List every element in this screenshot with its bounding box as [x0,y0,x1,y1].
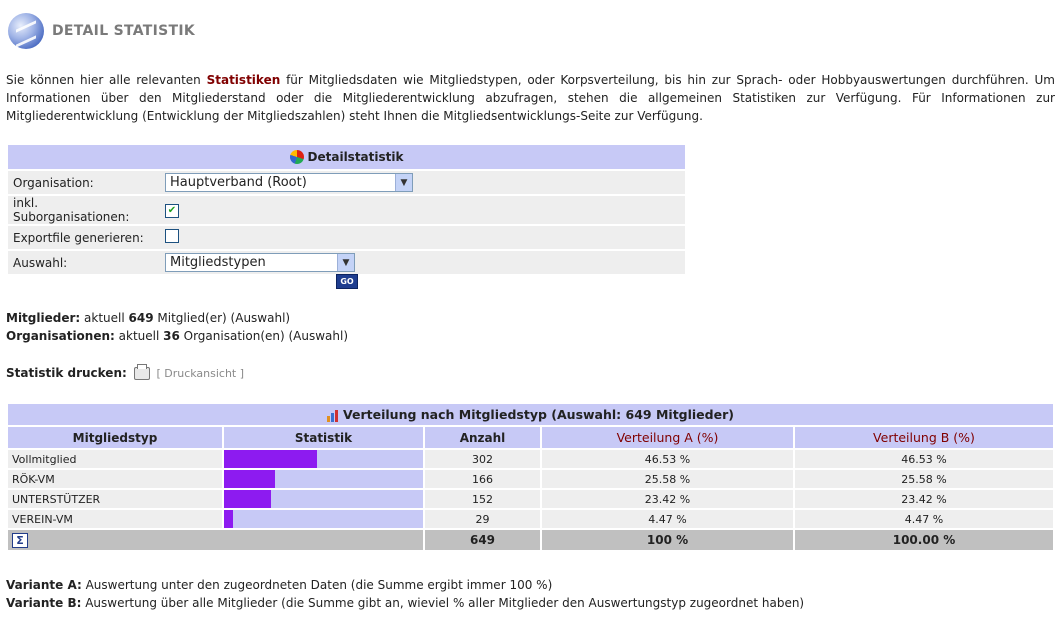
header-verteilung-a: Verteilung A (%) [540,425,794,449]
suborg-label: inkl. Suborganisationen: [8,194,160,225]
table-row: VEREIN-VM 29 4.47 % 4.47 % [8,508,1053,529]
row-verteilung-b: 25.58 % [793,468,1053,489]
distribution-table: Verteilung nach Mitgliedstyp (Auswahl: 6… [8,404,1053,550]
bar-fill [224,470,275,488]
bar-track [224,470,423,488]
export-checkbox[interactable] [165,229,179,243]
header-mitgliedstyp: Mitgliedstyp [8,425,223,449]
print-row: Statistik drucken: [ Druckansicht ] [6,364,245,380]
row-type: UNTERSTÜTZER [8,488,223,509]
intro-keyword: Statistiken [206,73,281,87]
printer-icon[interactable] [133,364,150,380]
table-row: UNTERSTÜTZER 152 23.42 % 23.42 % [8,488,1053,509]
row-verteilung-b: 46.53 % [793,448,1053,469]
bar-fill [224,490,271,508]
bar-track [224,450,423,468]
row-type: VEREIN-VM [8,508,223,529]
auswahl-select[interactable]: Mitgliedstypen ▼ [165,253,355,272]
row-count: 152 [423,488,541,509]
row-bar-cell [222,508,424,529]
sigma-icon[interactable]: Σ [12,532,28,548]
print-view-link[interactable]: [ Druckansicht ] [156,367,245,380]
row-type: Vollmitglied [8,448,223,469]
table-caption: Verteilung nach Mitgliedstyp (Auswahl: 6… [8,404,1053,426]
footnote-a: Variante A: Auswertung unter den zugeord… [6,578,553,592]
row-verteilung-a: 25.58 % [540,468,794,489]
sum-count: 649 [423,528,541,550]
auswahl-label: Auswahl: [8,249,160,274]
mitglieder-summary: Mitglieder: aktuell 649 Mitglied(er) (Au… [6,311,291,325]
row-count: 166 [423,468,541,489]
row-verteilung-a: 4.47 % [540,508,794,529]
detail-statistik-form: Detailstatistik Organisation: Hauptverba… [8,145,685,274]
organisation-select[interactable]: Hauptverband (Root) ▼ [165,173,413,192]
export-label: Exportfile generieren: [8,224,160,250]
header-anzahl: Anzahl [423,425,541,449]
row-verteilung-b: 23.42 % [793,488,1053,509]
row-type: RÖK-VM [8,468,223,489]
header-statistik: Statistik [222,425,424,449]
bar-fill [224,510,233,528]
chevron-down-icon[interactable]: ▼ [337,254,354,271]
row-bar-cell [222,448,424,469]
bar-track [224,490,423,508]
organisationen-summary: Organisationen: aktuell 36 Organisation(… [6,329,349,343]
statistics-icon [289,150,304,165]
bar-fill [224,450,317,468]
sum-a: 100 % [540,528,794,550]
chevron-down-icon[interactable]: ▼ [395,174,412,191]
go-button[interactable]: GO [336,274,358,289]
organisation-label: Organisation: [8,169,160,195]
suborg-checkbox[interactable]: ✔ [165,204,179,218]
row-verteilung-b: 4.47 % [793,508,1053,529]
header-verteilung-b: Verteilung B (%) [793,425,1053,449]
row-count: 302 [423,448,541,469]
sum-row: Σ 649 100 % 100.00 % [8,528,1053,550]
row-verteilung-a: 46.53 % [540,448,794,469]
intro-text: Sie können hier alle relevanten Statisti… [6,73,1055,123]
sum-b: 100.00 % [793,528,1053,550]
page-header: DETAIL STATISTIK [8,11,195,51]
table-row: Vollmitglied 302 46.53 % 46.53 % [8,448,1053,469]
bar-track [224,510,423,528]
form-header: Detailstatistik [8,145,685,170]
footnote-b: Variante B: Auswertung über alle Mitglie… [6,596,805,610]
row-bar-cell [222,468,424,489]
row-verteilung-a: 23.42 % [540,488,794,509]
page-title: DETAIL STATISTIK [52,23,196,39]
row-bar-cell [222,488,424,509]
bar-chart-icon [327,409,339,422]
table-row: RÖK-VM 166 25.58 % 25.58 % [8,468,1053,489]
row-count: 29 [423,508,541,529]
logo-icon [8,13,44,49]
